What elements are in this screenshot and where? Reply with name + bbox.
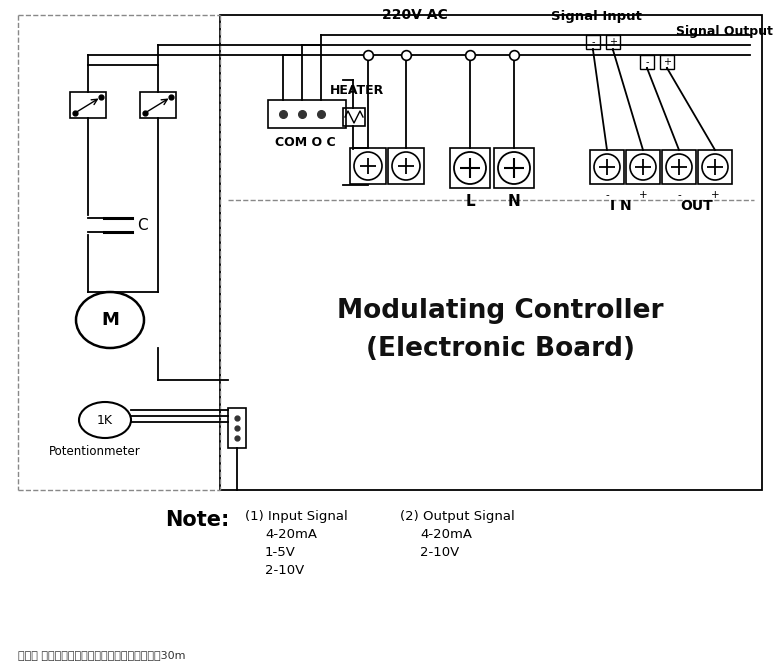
Text: -: - — [605, 190, 609, 200]
Text: Potentionmeter: Potentionmeter — [49, 445, 141, 458]
Text: 4-20mA: 4-20mA — [420, 528, 472, 541]
Text: Signal Input: Signal Input — [551, 10, 641, 23]
Bar — [698, 150, 732, 184]
Bar — [494, 148, 534, 188]
Bar — [350, 148, 386, 184]
Text: 4-20mA: 4-20mA — [265, 528, 317, 541]
Bar — [220, 15, 762, 490]
Text: 2-10V: 2-10V — [265, 564, 304, 577]
Text: HEATER: HEATER — [330, 84, 384, 96]
Text: L: L — [465, 194, 475, 209]
Text: 2-10V: 2-10V — [420, 546, 459, 559]
Bar — [640, 55, 654, 69]
Bar — [343, 108, 365, 126]
Text: (2) Output Signal: (2) Output Signal — [400, 510, 515, 523]
Text: (1) Input Signal: (1) Input Signal — [245, 510, 348, 523]
Text: 220V AC: 220V AC — [382, 8, 448, 22]
Text: OUT: OUT — [680, 199, 713, 213]
Text: COM O C: COM O C — [275, 136, 335, 148]
Text: 1-5V: 1-5V — [265, 546, 296, 559]
Text: 1K: 1K — [97, 414, 113, 426]
Bar — [626, 150, 660, 184]
Text: C: C — [137, 217, 148, 233]
Text: N: N — [508, 194, 520, 209]
Bar — [70, 92, 106, 118]
Bar — [662, 150, 696, 184]
Text: -: - — [677, 190, 681, 200]
Bar — [140, 92, 176, 118]
Text: +: + — [711, 190, 719, 200]
Text: -: - — [645, 57, 649, 67]
Text: +: + — [639, 190, 647, 200]
Text: -: - — [591, 37, 595, 47]
Text: I N: I N — [610, 199, 632, 213]
Text: Signal Output: Signal Output — [676, 25, 773, 38]
Bar — [586, 35, 600, 49]
Text: Modulating Controller
(Electronic Board): Modulating Controller (Electronic Board) — [337, 298, 663, 362]
Bar — [268, 100, 346, 128]
Text: 说明： 信号线建议采用屏蔽电缆，且长度不大于30m: 说明： 信号线建议采用屏蔽电缆，且长度不大于30m — [18, 650, 185, 660]
Bar — [228, 408, 246, 448]
Bar — [450, 148, 490, 188]
Bar — [590, 150, 624, 184]
Text: +: + — [609, 37, 617, 47]
Bar — [388, 148, 424, 184]
Bar — [606, 35, 620, 49]
Text: +: + — [663, 57, 671, 67]
Text: Note:: Note: — [165, 510, 229, 530]
Bar — [660, 55, 674, 69]
Text: M: M — [101, 311, 119, 329]
